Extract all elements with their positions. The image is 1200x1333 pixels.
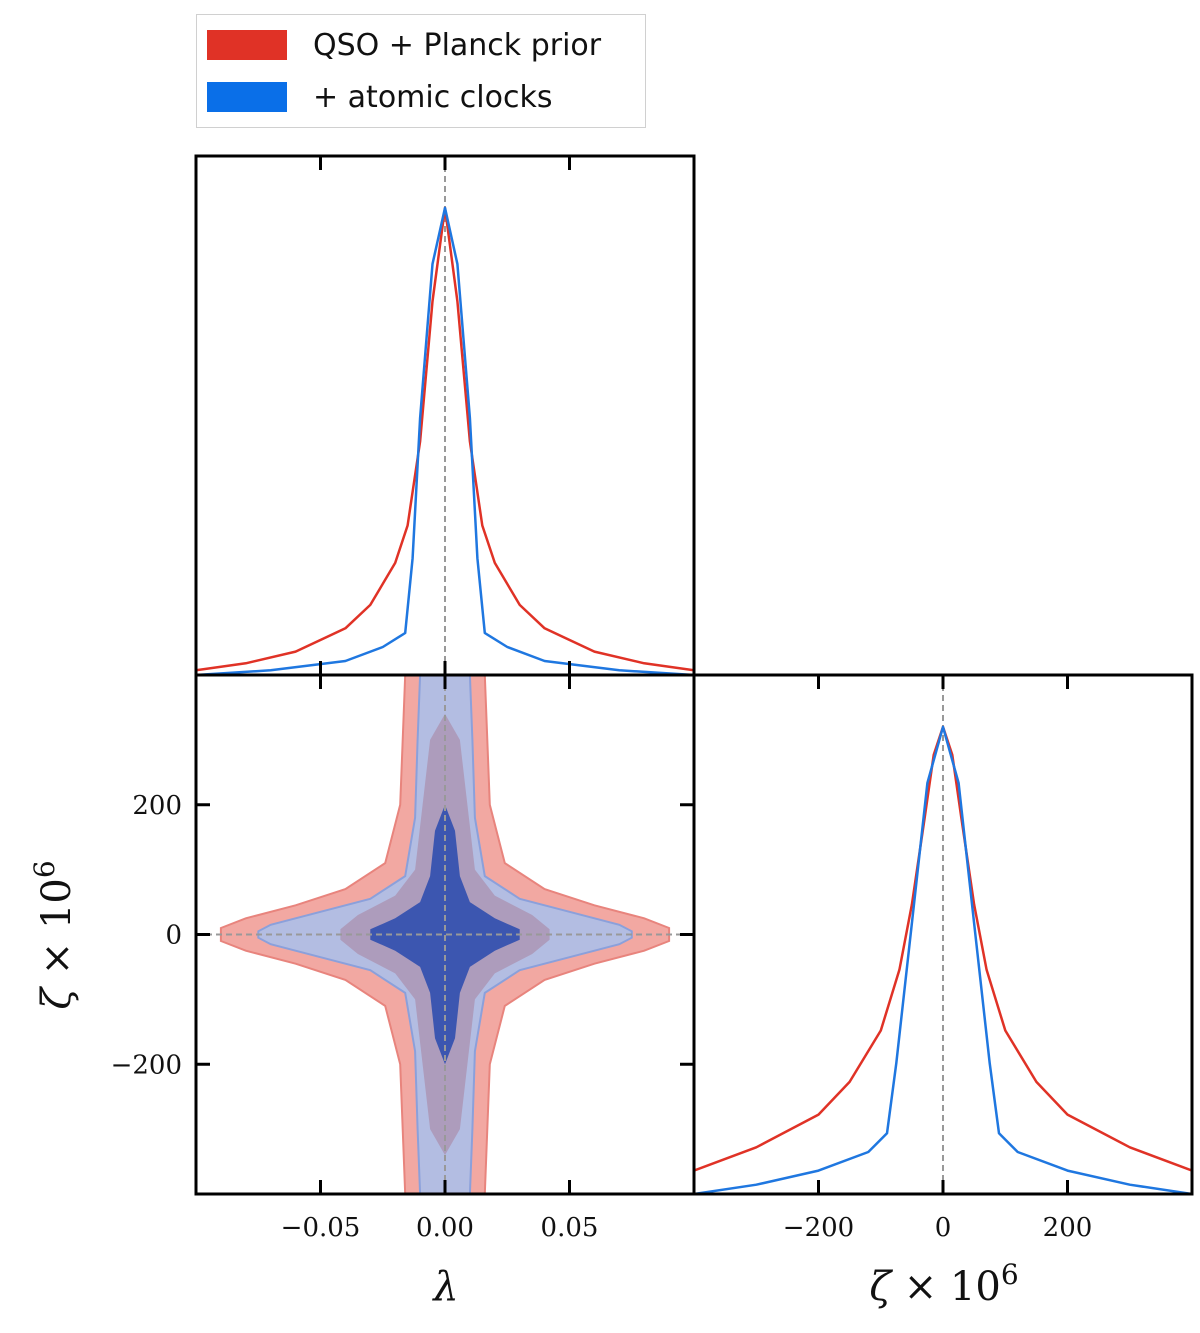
y-axis-label-zeta: ζ × 106 — [28, 860, 80, 1009]
zeta-2d-y-tick-label-2: 200 — [132, 791, 182, 821]
zeta-1d-series-1 — [694, 725, 1192, 1194]
zeta-2d-y-tick-label-0: −200 — [111, 1050, 182, 1080]
zeta-1d-tick-label-0: −200 — [783, 1213, 854, 1243]
contour-3 — [370, 804, 520, 1065]
legend-label-qso: QSO + Planck prior — [313, 27, 602, 63]
legend-label-clocks: + atomic clocks — [313, 79, 553, 115]
panel-lambda-zeta-2d: −0.05 0.00 0.05 −200 0 200 — [111, 673, 696, 1243]
legend-swatch-clocks — [207, 82, 287, 112]
lambda-1d-series-1 — [196, 206, 694, 675]
zeta-1d-tick-label-1: 0 — [935, 1213, 952, 1243]
zeta-1d-tick-label-2: 200 — [1043, 1213, 1093, 1243]
legend: QSO + Planck prior + atomic clocks — [196, 14, 646, 128]
lambda-2d-x-tick-label-1: 0.00 — [416, 1213, 474, 1243]
lambda-2d-x-tick-label-2: 0.05 — [541, 1213, 599, 1243]
lambda-2d-x-tick-label-0: −0.05 — [281, 1213, 361, 1243]
x-axis-label-zeta: ζ × 106 — [869, 1258, 1018, 1310]
zeta-1d-frame — [692, 673, 1194, 1196]
axis-labels: λ ζ × 106 ζ × 106 — [28, 860, 1019, 1310]
zeta-2d-y-tick-label-1: 0 — [165, 921, 182, 951]
legend-item-qso: QSO + Planck prior — [207, 25, 601, 65]
x-axis-label-lambda: λ — [431, 1264, 458, 1310]
panel-zeta-1d: −200 0 200 — [692, 673, 1194, 1243]
legend-swatch-qso — [207, 30, 287, 60]
legend-item-clocks: + atomic clocks — [207, 77, 552, 117]
panel-lambda-1d — [194, 154, 696, 677]
